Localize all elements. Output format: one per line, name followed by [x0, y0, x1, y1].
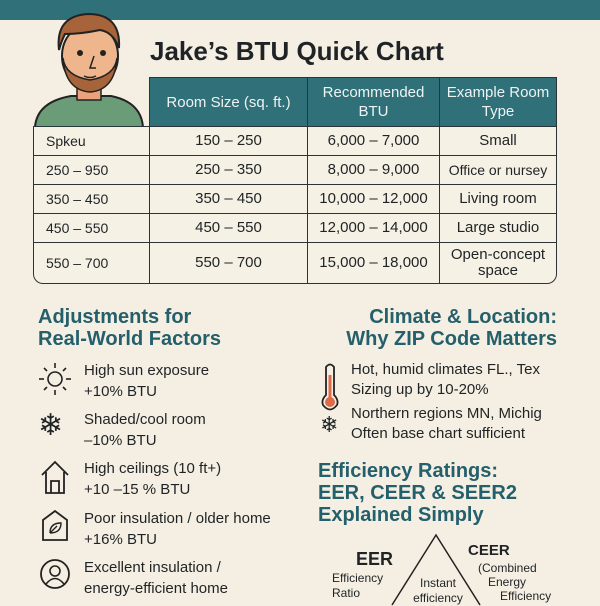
eer-desc: Efficiency Ratio	[332, 571, 383, 601]
table-cell: 10,000 – 12,000	[308, 185, 440, 214]
heading-line: EER, CEER & SEER2	[318, 482, 517, 504]
adjustment-item: High ceilings (10 ft+) +10 –15 % BTU	[84, 458, 221, 500]
table-header: Example Room Type	[440, 77, 557, 127]
adjustment-item: Poor insulation / older home +16% BTU	[84, 508, 271, 550]
table-cell: Office or nursey	[440, 156, 557, 185]
item-value: +16% BTU	[84, 531, 157, 548]
item-label: Poor insulation / older home	[84, 510, 271, 527]
heading-line: Explained Simply	[318, 504, 484, 526]
table-row: 350 – 450 350 – 450 10,000 – 12,000 Living …	[33, 185, 557, 214]
table-row: 250 – 950 250 – 350 8,000 – 9,000 Office or…	[33, 156, 557, 185]
snowflake-icon: ❄	[320, 412, 339, 437]
heading-line: Adjustments for	[38, 306, 192, 328]
ceer-text: Energy	[488, 575, 527, 589]
adjustment-item: Excellent insulation / energy-efficient h…	[84, 557, 228, 599]
avatar	[33, 12, 145, 128]
item-label: High ceilings (10 ft+)	[84, 460, 222, 477]
eer-text: Efficiency	[332, 571, 384, 585]
table-cell: 250 – 950	[33, 156, 150, 185]
table-cell: Open-concept space	[440, 243, 557, 284]
page-title: Jake’s BTU Quick Chart	[150, 36, 444, 66]
table-row: 550 – 700 550 – 700 15,000 – 18,000 Open-co…	[33, 243, 557, 284]
item-label: High sun exposure	[84, 362, 210, 379]
heading-line: Real-World Factors	[38, 328, 221, 350]
table-cell: 6,000 – 7,000	[308, 127, 440, 156]
snowflake-icon: ❄	[38, 409, 64, 442]
house-icon	[41, 460, 69, 494]
climate-text: Northern regions MN, Michig	[351, 405, 542, 422]
climate-text: Hot, humid climates FL., Tex	[351, 361, 540, 378]
table-cell: 450 – 550	[33, 214, 150, 243]
ceer-text: (Combined	[478, 561, 537, 575]
heading-line: Efficiency Ratings:	[318, 460, 499, 482]
efficiency-heading: Efficiency Ratings: EER, CEER & SEER2 Ex…	[318, 460, 517, 526]
table-cell: 450 – 550	[150, 214, 308, 243]
climate-north: Northern regions MN, Michig Often base ch…	[351, 404, 542, 444]
thermometer-icon	[321, 363, 339, 411]
item-value: +10% BTU	[84, 383, 157, 400]
table-cell: Large studio	[440, 214, 557, 243]
top-banner	[0, 0, 600, 20]
table-header-blank	[33, 77, 150, 127]
table-cell: Small	[440, 127, 557, 156]
climate-text: Sizing up by 10-20%	[351, 381, 489, 398]
adjustment-item: Shaded/cool room –10% BTU	[84, 409, 206, 451]
item-value: +10 –15 % BTU	[84, 481, 191, 498]
sun-icon	[39, 363, 71, 395]
table-cell: 550 – 700	[33, 243, 150, 284]
table-header: Recommended BTU	[308, 77, 440, 127]
table-header: Room Size (sq. ft.)	[150, 77, 308, 127]
ceer-text: Efficiency	[500, 589, 552, 603]
item-value: energy-efficient home	[84, 580, 228, 597]
climate-hot: Hot, humid climates FL., Tex Sizing up by…	[351, 360, 540, 400]
center-desc: Instant efficiency	[410, 576, 466, 606]
heading-line: Why ZIP Code Matters	[346, 328, 557, 350]
table-cell: 350 – 450	[150, 185, 308, 214]
eer-title: EER	[356, 549, 394, 569]
adjustments-heading: Adjustments for Real-World Factors	[38, 306, 221, 350]
table-cell: 8,000 – 9,000	[308, 156, 440, 185]
heading-line: Climate & Location:	[369, 306, 557, 328]
table-cell: 250 – 350	[150, 156, 308, 185]
center-text: efficiency	[413, 591, 463, 605]
table-cell: 150 – 250	[150, 127, 308, 156]
person-icon	[40, 559, 70, 589]
climate-heading: Climate & Location: Why ZIP Code Matters	[346, 306, 557, 350]
table-header-row: Room Size (sq. ft.) Recommended BTU Exam…	[33, 77, 557, 127]
table-cell: 12,000 – 14,000	[308, 214, 440, 243]
eer-text: Ratio	[332, 586, 361, 600]
adjustment-item: High sun exposure +10% BTU	[84, 360, 209, 402]
table-cell: Spkeu	[33, 127, 150, 156]
table-row: Spkeu 150 – 250 6,000 – 7,000 Small	[33, 127, 557, 156]
center-text: Instant	[419, 576, 457, 590]
leaf-house-icon	[42, 509, 68, 541]
item-label: Shaded/cool room	[84, 411, 206, 428]
ceer-desc: (Combined Energy Efficiency	[478, 561, 551, 603]
btu-table: Room Size (sq. ft.) Recommended BTU Exam…	[33, 77, 557, 284]
item-label: Excellent insulation /	[84, 559, 221, 576]
item-value: –10% BTU	[84, 432, 157, 449]
ceer-title: CEER	[468, 542, 510, 559]
climate-text: Often base chart sufficient	[351, 425, 525, 442]
table-cell: Living room	[440, 185, 557, 214]
table-row: 450 – 550 450 – 550 12,000 – 14,000 Large s…	[33, 214, 557, 243]
efficiency-triangle	[391, 533, 481, 606]
table-cell: 550 – 700	[150, 243, 308, 284]
table-cell: 15,000 – 18,000	[308, 243, 440, 284]
table-cell: 350 – 450	[33, 185, 150, 214]
